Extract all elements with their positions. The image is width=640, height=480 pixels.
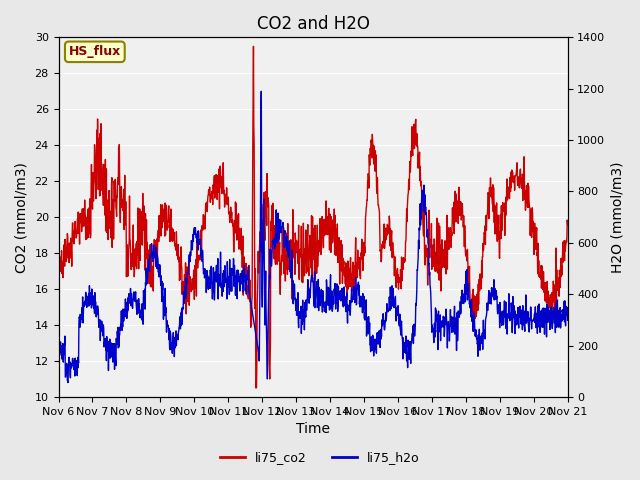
Line: li75_co2: li75_co2: [58, 47, 568, 388]
Y-axis label: CO2 (mmol/m3): CO2 (mmol/m3): [15, 162, 29, 273]
li75_h2o: [291, 297, 299, 302]
X-axis label: Time: Time: [296, 422, 330, 436]
Legend: li75_co2, li75_h2o: li75_co2, li75_h2o: [215, 446, 425, 469]
li75_h2o: [115, 344, 123, 350]
li75_h2o: [282, 243, 289, 249]
li75_co2: [250, 44, 257, 49]
li75_co2: [252, 385, 260, 391]
li75_h2o: [64, 380, 72, 385]
Y-axis label: H2O (mmol/m3): H2O (mmol/m3): [611, 161, 625, 273]
li75_co2: [115, 144, 122, 150]
li75_co2: [564, 222, 572, 228]
Line: li75_h2o: li75_h2o: [58, 91, 568, 383]
li75_co2: [291, 271, 299, 277]
li75_h2o: [564, 317, 572, 323]
li75_h2o: [271, 243, 279, 249]
li75_co2: [271, 259, 279, 264]
li75_co2: [54, 261, 62, 267]
li75_co2: [282, 236, 289, 241]
li75_co2: [94, 157, 102, 163]
Text: HS_flux: HS_flux: [68, 45, 121, 58]
li75_co2: [345, 269, 353, 275]
li75_h2o: [95, 308, 102, 313]
li75_h2o: [54, 362, 62, 368]
Title: CO2 and H2O: CO2 and H2O: [257, 15, 369, 33]
li75_h2o: [257, 88, 265, 94]
li75_h2o: [345, 306, 353, 312]
